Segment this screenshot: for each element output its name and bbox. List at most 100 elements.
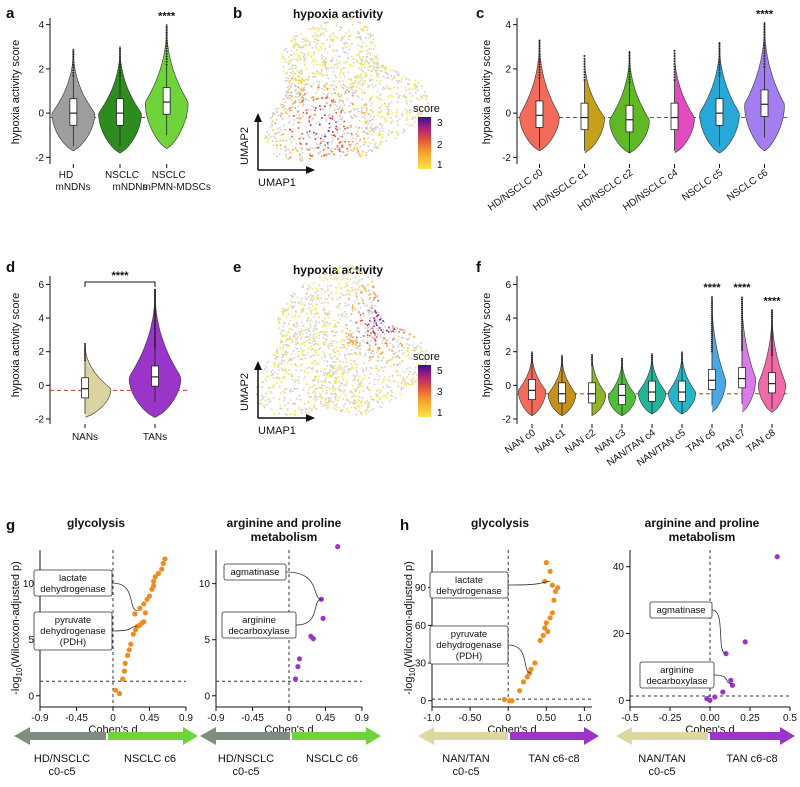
umap-cell	[261, 381, 263, 384]
umap-cell	[347, 343, 349, 345]
outlier-point-1	[154, 310, 156, 313]
umap-cell	[367, 85, 370, 87]
umap-cell	[322, 32, 324, 34]
umap-cell	[317, 29, 320, 32]
umap-cell	[349, 362, 352, 365]
umap-cell	[326, 95, 329, 97]
umap-cell	[390, 121, 393, 124]
umap-cell	[374, 128, 377, 130]
umap-cell	[294, 102, 296, 105]
umap-cell	[370, 301, 373, 304]
umap-cell	[310, 303, 313, 305]
umap-cell	[397, 71, 400, 73]
umap-cell	[383, 102, 386, 104]
umap-cell	[307, 51, 310, 54]
y-tick-label-0: -2	[502, 153, 511, 164]
umap-cell	[305, 57, 307, 59]
x-tick-label-a-1b: mNDNs	[113, 182, 148, 193]
umap-cell	[297, 109, 299, 112]
umap-cell	[369, 319, 371, 322]
umap-cell	[300, 81, 303, 84]
umap-cell	[329, 106, 331, 109]
umap-cell	[326, 314, 329, 317]
umap-cell	[372, 130, 375, 133]
umap-cell	[286, 414, 288, 416]
umap-cell	[347, 56, 349, 59]
umap-cell	[274, 365, 276, 368]
outlier-point-2	[591, 360, 593, 363]
umap-cell	[368, 289, 370, 291]
umap-cell	[340, 287, 342, 290]
umap-cell	[363, 61, 366, 64]
umap-cell	[370, 57, 373, 60]
umap-cell	[314, 32, 317, 34]
umap-cell	[335, 405, 337, 408]
umap-cell	[309, 124, 312, 126]
umap-cell	[293, 73, 295, 75]
umap-cell	[416, 97, 418, 100]
umap-cell	[278, 377, 281, 380]
umap-cell	[287, 331, 289, 333]
umap-cell	[359, 22, 362, 24]
umap-cell	[266, 398, 269, 401]
umap-cell	[342, 72, 345, 74]
umap-cell	[342, 83, 345, 86]
umap-cell	[350, 109, 353, 112]
umap-cell	[328, 35, 331, 37]
umap-cell	[289, 109, 291, 112]
umap-cell	[311, 85, 314, 88]
umap-cell	[289, 128, 291, 131]
umap-cell	[315, 132, 318, 135]
umap-cell	[343, 388, 346, 391]
umap-cell	[332, 349, 335, 352]
umap-cell	[324, 85, 326, 87]
umap-cell	[334, 399, 337, 401]
umap-cell	[331, 102, 333, 104]
umap-cell	[363, 315, 366, 318]
umap-cell	[283, 369, 286, 371]
umap-cell	[397, 97, 399, 99]
y-tick-label-3: 4	[38, 314, 44, 325]
outlier-point-6	[711, 306, 713, 309]
umap-cell	[305, 109, 308, 112]
arrow-left-g2	[200, 727, 290, 745]
umap-cell	[333, 390, 335, 392]
umap-cell	[266, 131, 268, 133]
umap-cell	[332, 84, 334, 86]
umap-cell	[343, 35, 346, 37]
umap-cell	[394, 338, 396, 340]
umap-cell	[413, 83, 415, 86]
umap-cell	[317, 354, 319, 356]
y-tick-label-3: 90	[415, 583, 427, 594]
umap-cell	[333, 34, 336, 37]
umap-cell	[381, 116, 384, 119]
umap-cell	[313, 404, 316, 406]
violin-hd-nsclc-c1	[584, 58, 605, 154]
umap-cell	[388, 400, 391, 402]
umap-cell	[341, 383, 343, 385]
umap-cell	[341, 375, 344, 378]
umap-cell	[311, 368, 314, 370]
umap-cell	[368, 99, 371, 101]
umap-cell	[380, 336, 382, 338]
umap-cell	[295, 143, 298, 145]
data-point-11	[542, 625, 548, 631]
umap-cell	[382, 357, 385, 359]
umap-cell	[368, 313, 371, 315]
x-tick-label-1: -0.25	[659, 713, 682, 724]
umap-cell	[342, 130, 345, 132]
umap-cell	[355, 401, 357, 404]
umap-cell	[362, 335, 365, 337]
umap-cell	[357, 44, 360, 47]
umap-cell	[379, 352, 381, 355]
umap-cell	[277, 127, 279, 130]
umap-cell	[368, 100, 371, 103]
umap-cell	[367, 113, 370, 116]
arrow-label-g2-left-1: HD/NSCLC	[218, 753, 274, 765]
umap-cell	[302, 46, 305, 49]
outlier-point-0	[84, 351, 86, 354]
x-tick-label-3: 0.25	[740, 713, 760, 724]
umap-cell	[369, 142, 372, 145]
umap-cell	[375, 72, 378, 74]
umap-cell	[339, 96, 341, 98]
